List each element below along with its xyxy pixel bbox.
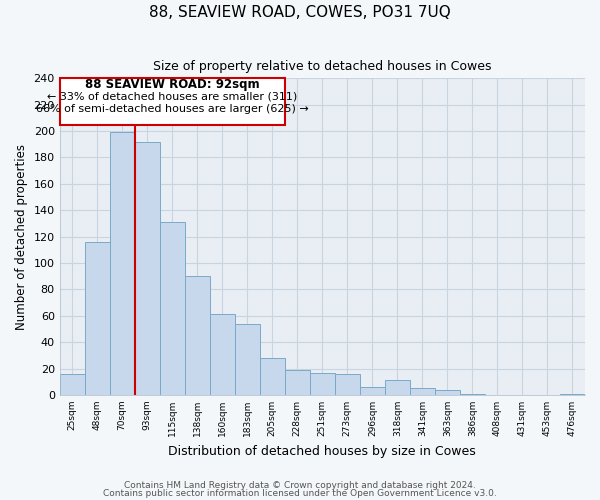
Bar (185, 276, 210, 395)
Bar (410, 388, 435, 395)
Text: Contains HM Land Registry data © Crown copyright and database right 2024.: Contains HM Land Registry data © Crown c… (124, 480, 476, 490)
Bar (385, 380, 410, 395)
Bar (360, 387, 385, 395)
Bar (210, 314, 235, 395)
Bar (460, 394, 485, 395)
X-axis label: Distribution of detached houses by size in Cowes: Distribution of detached houses by size … (169, 444, 476, 458)
Bar (435, 390, 460, 395)
Text: 88, SEAVIEW ROAD, COWES, PO31 7UQ: 88, SEAVIEW ROAD, COWES, PO31 7UQ (149, 5, 451, 20)
Title: Size of property relative to detached houses in Cowes: Size of property relative to detached ho… (153, 60, 491, 73)
Bar (260, 358, 285, 395)
Bar (285, 370, 310, 395)
Bar (59, 78, 285, 124)
Bar (110, 132, 135, 395)
Bar (560, 394, 585, 395)
Y-axis label: Number of detached properties: Number of detached properties (15, 144, 28, 330)
Bar (59, 374, 85, 395)
Text: ← 33% of detached houses are smaller (311): ← 33% of detached houses are smaller (31… (47, 92, 298, 102)
Bar (310, 372, 335, 395)
Bar (160, 222, 185, 395)
Bar (335, 374, 360, 395)
Bar (235, 324, 260, 395)
Text: 66% of semi-detached houses are larger (625) →: 66% of semi-detached houses are larger (… (36, 104, 308, 114)
Text: 88 SEAVIEW ROAD: 92sqm: 88 SEAVIEW ROAD: 92sqm (85, 78, 260, 92)
Bar (85, 242, 110, 395)
Text: Contains public sector information licensed under the Open Government Licence v3: Contains public sector information licen… (103, 489, 497, 498)
Bar (135, 142, 160, 395)
